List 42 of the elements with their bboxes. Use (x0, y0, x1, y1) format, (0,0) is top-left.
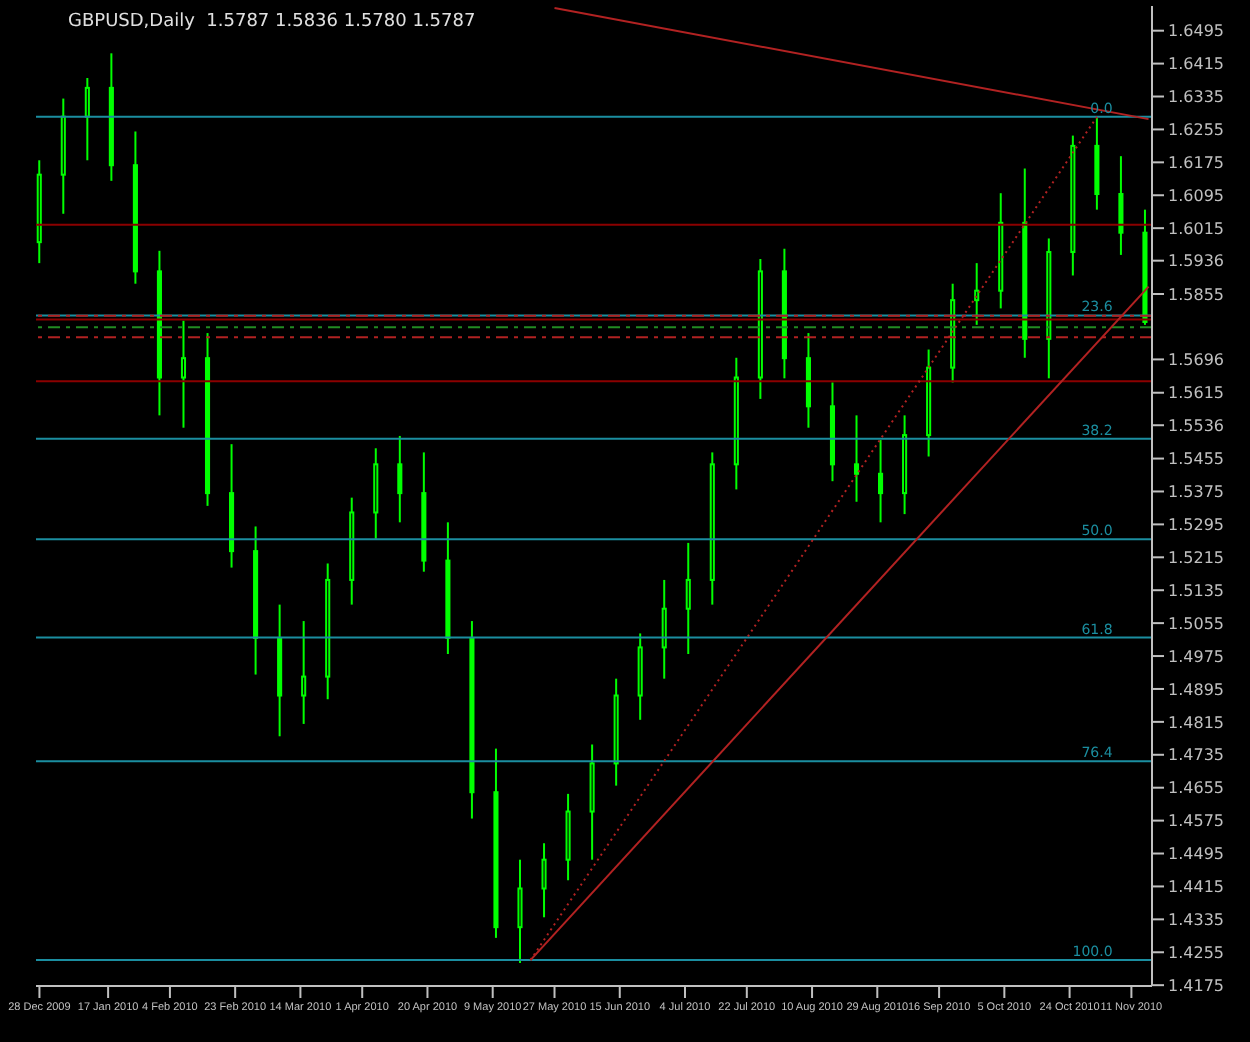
y-tick-label: 1.5855 (1168, 285, 1224, 304)
y-tick-label: 1.5615 (1168, 384, 1224, 403)
y-tick-label: 1.5696 (1168, 351, 1224, 370)
y-tick-label: 1.6335 (1168, 88, 1224, 107)
y-tick-label: 1.5295 (1168, 516, 1224, 535)
candlestick (661, 578, 667, 680)
candlestick (541, 842, 547, 919)
y-tick-label: 1.6015 (1168, 219, 1224, 238)
y-tick-label: 1.4495 (1168, 845, 1224, 864)
candlestick (397, 434, 403, 524)
y-tick-label: 1.5936 (1168, 252, 1224, 271)
y-tick-label: 1.4255 (1168, 943, 1224, 962)
candlestick (878, 439, 884, 524)
candlestick (517, 858, 523, 964)
y-tick-label: 1.6495 (1168, 22, 1224, 41)
y-tick-label: 1.6175 (1168, 154, 1224, 173)
y-tick-label: 1.4415 (1168, 878, 1224, 897)
candlestick (301, 620, 307, 725)
candlestick (974, 262, 980, 326)
y-tick-label: 1.4575 (1168, 812, 1224, 831)
candlestick (853, 414, 860, 503)
y-tick-label: 1.4655 (1168, 779, 1224, 798)
y-tick-label: 1.6415 (1168, 55, 1224, 74)
y-tick-label: 1.5135 (1168, 581, 1224, 600)
y-tick-label: 1.5536 (1168, 416, 1224, 435)
candlestick (84, 77, 90, 162)
chart-title: GBPUSD,Daily 1.5787 1.5836 1.5780 1.5787 (68, 12, 476, 32)
candlestick (1118, 155, 1124, 256)
y-tick-label: 1.5375 (1168, 483, 1224, 502)
y-tick-label: 1.5455 (1168, 450, 1224, 469)
y-tick-label: 1.5055 (1168, 614, 1224, 633)
y-tick-label: 1.6255 (1168, 121, 1224, 140)
y-tick-label: 1.4335 (1168, 911, 1224, 930)
candlestick (180, 319, 187, 429)
y-tick-label: 1.6095 (1168, 186, 1224, 205)
y-tick-label: 1.4175 (1168, 976, 1224, 995)
y-tick-label: 1.4815 (1168, 713, 1224, 732)
candlestick (685, 541, 691, 655)
y-tick-label: 1.4895 (1168, 680, 1224, 699)
y-tick-label: 1.5215 (1168, 548, 1224, 567)
y-tick-label: 1.4975 (1168, 647, 1224, 666)
y-tick-label: 1.4735 (1168, 746, 1224, 765)
